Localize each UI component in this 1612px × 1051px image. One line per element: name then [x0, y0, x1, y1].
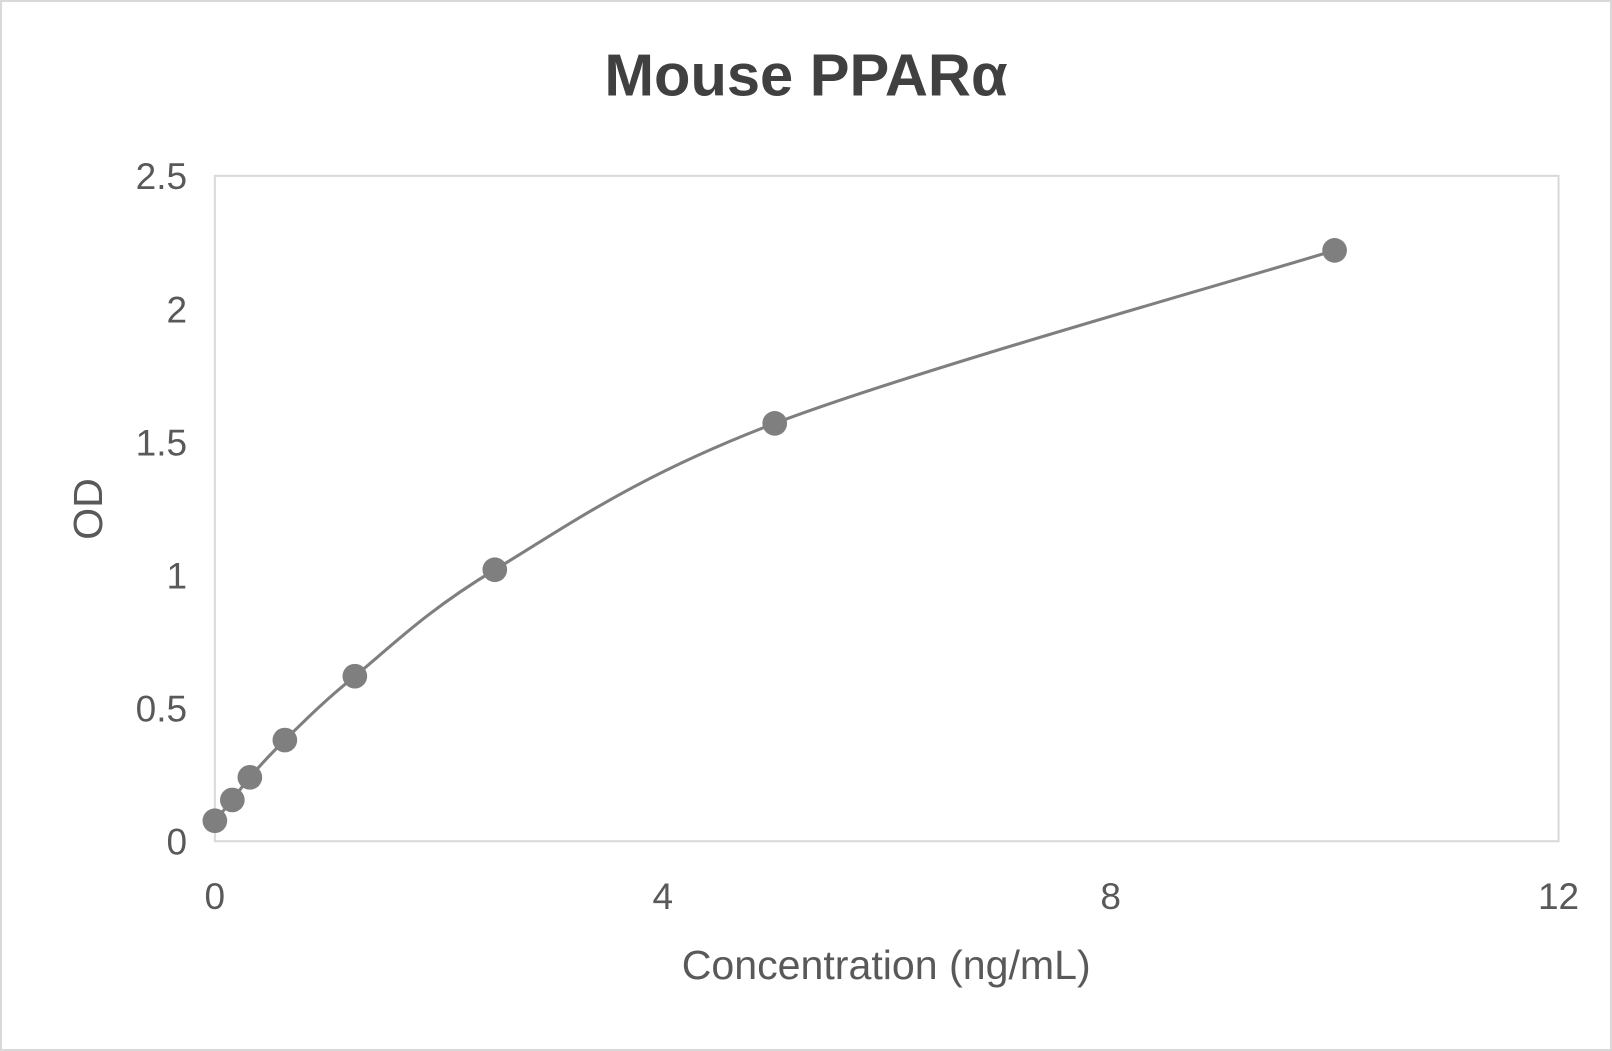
data-point [202, 808, 228, 834]
y-tick-label: 2.5 [136, 155, 187, 197]
x-tick-label: 0 [205, 875, 226, 917]
y-axis-label: OD [65, 478, 111, 540]
data-point [762, 411, 788, 436]
data-point [219, 787, 245, 813]
x-tick-label: 12 [1538, 875, 1579, 917]
x-tick-label: 4 [652, 875, 673, 917]
chart-title: Mouse PPARα [604, 42, 1008, 109]
data-point [342, 663, 368, 689]
y-tick-label: 1 [167, 554, 188, 596]
data-point [237, 764, 263, 790]
x-tick-label: 8 [1100, 875, 1121, 917]
y-tick-label: 0.5 [136, 688, 187, 730]
data-point [272, 727, 298, 753]
data-point [1322, 238, 1347, 263]
y-tick-label: 2 [167, 288, 188, 330]
y-tick-label: 0 [167, 821, 188, 863]
x-axis-label: Concentration (ng/mL) [682, 942, 1091, 988]
data-point [482, 557, 508, 583]
plot-area [213, 174, 1560, 843]
y-tick-label: 1.5 [136, 421, 187, 463]
